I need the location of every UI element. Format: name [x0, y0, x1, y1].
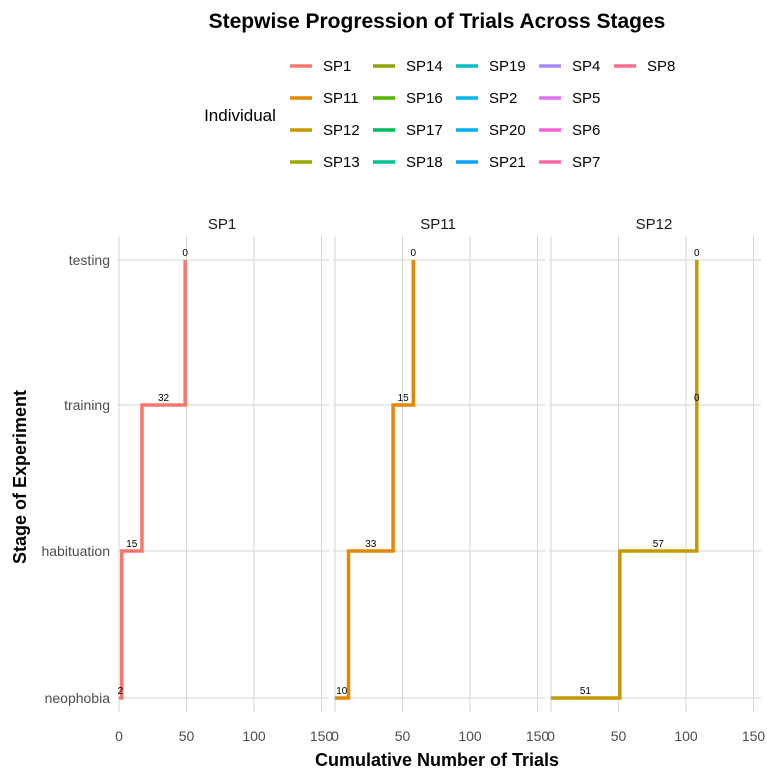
legend-label-sp20: SP20: [489, 122, 526, 139]
data-label: 15: [126, 539, 138, 550]
legend-label-sp21: SP21: [489, 154, 526, 171]
legend-label-sp2: SP2: [489, 90, 517, 107]
chart-title: Stepwise Progression of Trials Across St…: [209, 10, 666, 33]
data-label: 0: [694, 393, 700, 404]
x-tick-label: 50: [179, 728, 195, 744]
data-label: 0: [694, 248, 700, 259]
data-label: 51: [580, 686, 592, 697]
series-line-sp1: [119, 260, 187, 700]
panel-sp1: SP1 0 50 100 150 2 15 32 0: [115, 216, 333, 744]
legend: Individual SP1 SP11 SP12 SP13 SP14 SP16 SP17 SP…: [204, 58, 675, 171]
x-tick-label: 0: [115, 728, 123, 744]
data-label: 10: [336, 686, 348, 697]
x-tick-label: 100: [674, 728, 698, 744]
data-label: 15: [398, 393, 410, 404]
y-tick-label-neophobia: neophobia: [45, 690, 111, 706]
legend-label-sp6: SP6: [572, 122, 600, 139]
data-label: 0: [182, 248, 188, 259]
x-tick-label: 150: [526, 728, 550, 744]
series-line-sp11: [335, 260, 416, 700]
legend-label-sp12: SP12: [323, 122, 360, 139]
panel-strip-sp12: SP12: [636, 216, 673, 233]
legend-label-sp7: SP7: [572, 154, 600, 171]
panel-sp12: SP12 0 50 100 150 51 57 0 0: [547, 216, 765, 744]
data-label: 2: [118, 686, 124, 697]
legend-label-sp16: SP16: [406, 90, 443, 107]
x-tick-label: 150: [310, 728, 334, 744]
x-tick-label: 0: [547, 728, 555, 744]
x-tick-label: 150: [742, 728, 766, 744]
y-tick-label-training: training: [64, 397, 110, 413]
legend-label-sp17: SP17: [406, 122, 443, 139]
legend-label-sp19: SP19: [489, 58, 526, 75]
y-axis-title: Stage of Experiment: [10, 390, 30, 564]
legend-label-sp18: SP18: [406, 154, 443, 171]
panel-strip-sp11: SP11: [420, 216, 456, 233]
legend-label-sp11: SP11: [323, 90, 359, 107]
x-tick-label: 50: [395, 728, 411, 744]
panel-strip-sp1: SP1: [208, 216, 236, 233]
legend-label-sp1: SP1: [323, 58, 351, 75]
legend-label-sp5: SP5: [572, 90, 600, 107]
x-tick-label: 50: [611, 728, 627, 744]
y-tick-label-testing: testing: [69, 252, 110, 268]
data-label: 0: [411, 248, 417, 259]
legend-label-sp8: SP8: [647, 58, 675, 75]
legend-label-sp4: SP4: [572, 58, 600, 75]
x-tick-label: 100: [242, 728, 266, 744]
x-tick-label: 100: [458, 728, 482, 744]
legend-label-sp14: SP14: [406, 58, 443, 75]
y-tick-label-habituation: habituation: [41, 543, 110, 559]
data-label: 32: [158, 393, 170, 404]
data-label: 57: [653, 539, 665, 550]
legend-title: Individual: [204, 106, 276, 125]
data-label: 33: [365, 539, 377, 550]
x-axis-title: Cumulative Number of Trials: [315, 750, 559, 770]
series-line-sp12: [551, 260, 699, 700]
legend-label-sp13: SP13: [323, 154, 360, 171]
x-tick-label: 0: [331, 728, 339, 744]
